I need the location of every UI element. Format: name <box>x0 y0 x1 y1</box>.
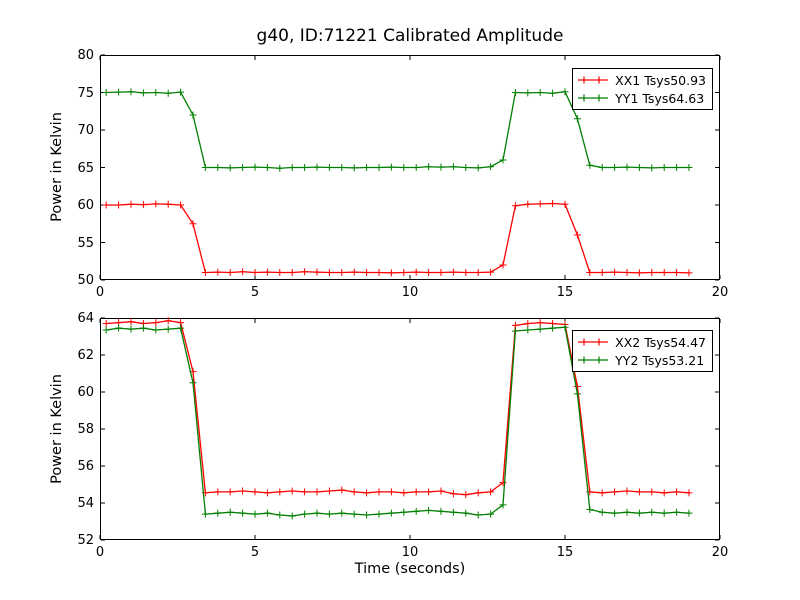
legend-entry: YY1 Tsys64.63 <box>577 89 706 107</box>
legend-label: XX2 Tsys54.47 <box>615 334 706 350</box>
x-tick-label: 20 <box>711 545 729 560</box>
series-markers-yy1 <box>102 88 693 172</box>
legend-line-sample <box>578 356 609 364</box>
legend-label: XX1 Tsys50.93 <box>615 72 706 88</box>
series-line-xx1 <box>106 202 690 274</box>
x-tick-label: 10 <box>401 285 419 300</box>
legend-marker <box>578 76 609 84</box>
legend: XX1 Tsys50.93 YY1 Tsys64.63 <box>572 68 713 110</box>
y-tick-label: 62 <box>77 348 94 363</box>
y-tick-label: 56 <box>77 459 94 474</box>
legend-label: YY1 Tsys64.63 <box>615 90 705 106</box>
legend-line-sample <box>578 76 609 84</box>
y-tick-label: 70 <box>77 123 94 138</box>
x-tick-label: 5 <box>250 545 260 560</box>
plot-frame <box>100 318 720 540</box>
y-tick-label: 65 <box>77 160 94 176</box>
subplot-top <box>99 54 721 281</box>
legend: XX2 Tsys54.47 YY2 Tsys53.21 <box>572 330 713 372</box>
x-tick-label: 0 <box>95 545 105 560</box>
legend-marker <box>578 338 609 346</box>
y-tick-label: 55 <box>77 235 94 251</box>
figure-title: g40, ID:71221 Calibrated Amplitude <box>256 26 564 46</box>
y-tick-label: 58 <box>77 422 94 437</box>
x-tick-label: 20 <box>711 285 729 300</box>
legend-label: YY2 Tsys53.21 <box>615 352 705 368</box>
subplot-bottom <box>99 317 721 541</box>
y-tick-label: 80 <box>77 48 94 63</box>
x-tick-label: 15 <box>556 285 574 300</box>
x-tick-label: 15 <box>556 545 574 560</box>
legend-entry: XX2 Tsys54.47 <box>577 333 706 351</box>
legend-marker <box>578 94 609 102</box>
y-tick-label: 64 <box>77 311 94 326</box>
y-tick-label: 75 <box>77 85 94 101</box>
legend-line-sample <box>578 338 609 346</box>
x-tick-label: 10 <box>401 545 419 560</box>
plot-frame <box>100 55 720 280</box>
legend-line-sample <box>578 94 609 102</box>
y-tick-label: 54 <box>77 496 94 511</box>
y-tick-label: 52 <box>77 533 94 548</box>
y-tick-label: 50 <box>77 273 94 288</box>
legend-marker <box>578 356 609 364</box>
x-tick-label: 5 <box>250 285 260 300</box>
legend-entry: XX1 Tsys50.93 <box>577 71 706 89</box>
x-tick-label: 0 <box>95 285 105 300</box>
series-markers-xx1 <box>102 200 693 277</box>
y-tick-label: 60 <box>77 385 94 400</box>
x-axis-label: Time (seconds) <box>354 561 466 577</box>
series-markers-yy2 <box>102 323 693 520</box>
legend-entry: YY2 Tsys53.21 <box>577 351 706 369</box>
y-tick-label: 60 <box>77 198 94 213</box>
